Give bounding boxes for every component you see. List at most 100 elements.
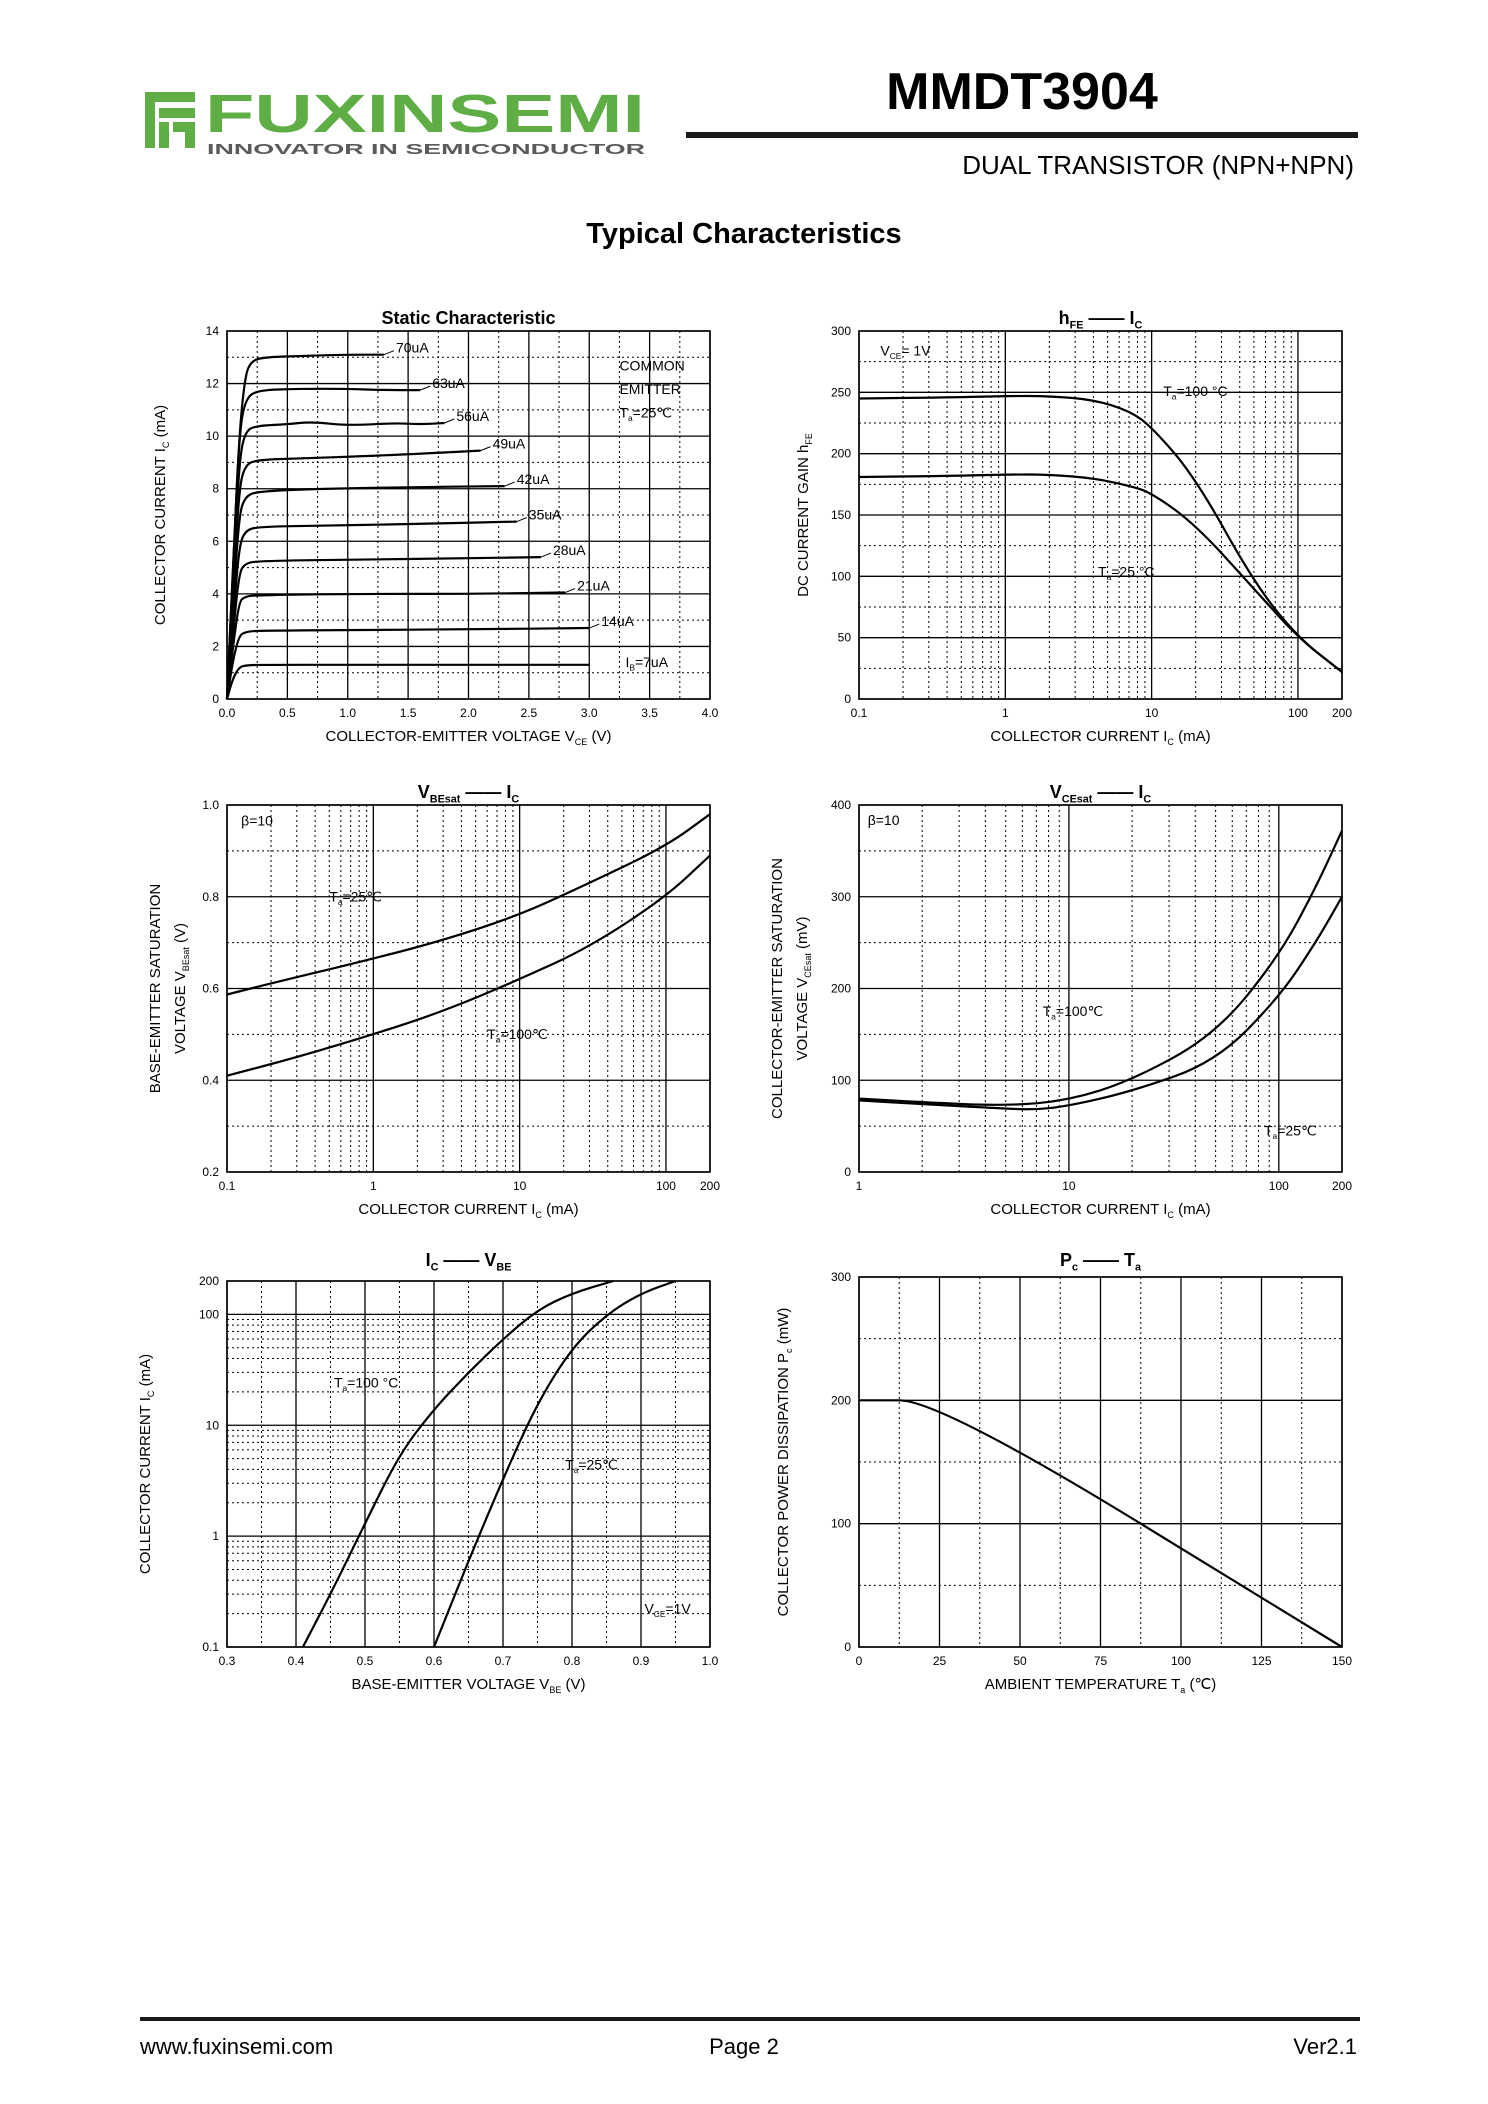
series-label: Ta=100℃ bbox=[1043, 1003, 1104, 1022]
y-tick-label: 4 bbox=[212, 587, 219, 601]
annotation-beta: β=10 bbox=[241, 813, 273, 829]
series-label: Ta=100 °C bbox=[1163, 383, 1227, 402]
y-tick-label: 50 bbox=[838, 631, 852, 645]
x-tick-label: 0.1 bbox=[851, 706, 868, 720]
chart-hfe: 0.1 1 10 100 200 0 50 100 150 200 250 300 hFE —— IC C… bbox=[795, 308, 1352, 747]
annotation-beta: β=10 bbox=[868, 812, 900, 828]
section-title: Typical Characteristics bbox=[586, 218, 902, 250]
x-tick-label: 0.4 bbox=[288, 1654, 305, 1668]
x-tick-label: 150 bbox=[1332, 1654, 1352, 1668]
y-tick-label: 150 bbox=[831, 508, 851, 522]
y-tick-label: 0 bbox=[212, 692, 219, 706]
annotation-emitter: EMITTER bbox=[619, 381, 680, 397]
chart-title: hFE —— IC bbox=[1059, 308, 1143, 332]
x-axis-label: COLLECTOR-EMITTER VOLTAGE VCE (V) bbox=[326, 728, 612, 747]
x-tick-label: 0.5 bbox=[279, 706, 296, 720]
x-tick-label: 200 bbox=[1332, 706, 1352, 720]
y-tick-label: 8 bbox=[212, 482, 219, 496]
annotation-vce: VCE= 1V bbox=[880, 343, 931, 362]
series-line bbox=[858, 473, 1343, 673]
annotation-vce: VCE=1V bbox=[644, 1601, 691, 1620]
footer-website-link[interactable]: www.fuxinsemi.com bbox=[140, 2034, 334, 2059]
x-tick-label: 100 bbox=[1171, 1654, 1191, 1668]
x-tick-label: 10 bbox=[1062, 1179, 1076, 1193]
x-tick-label: 200 bbox=[1332, 1179, 1352, 1193]
x-tick-label: 100 bbox=[1288, 706, 1308, 720]
x-tick-label: 10 bbox=[513, 1179, 527, 1193]
series-line bbox=[225, 591, 566, 700]
series-line bbox=[225, 663, 590, 700]
x-axis-label: BASE-EMITTER VOLTAGE VBE (V) bbox=[352, 1676, 586, 1695]
y-tick-label: 100 bbox=[831, 1517, 851, 1531]
series-line bbox=[301, 1279, 614, 1648]
y-tick-label: 0.2 bbox=[202, 1165, 219, 1179]
x-tick-label: 100 bbox=[1269, 1179, 1289, 1193]
x-tick-label: 0.3 bbox=[219, 1654, 236, 1668]
y-tick-label: 6 bbox=[212, 534, 219, 548]
y-tick-label: 100 bbox=[831, 569, 851, 583]
y-tick-label: 100 bbox=[199, 1307, 219, 1321]
part-number: MMDT3904 bbox=[886, 63, 1158, 121]
y-tick-label: 400 bbox=[831, 798, 851, 812]
annotation-common: COMMON bbox=[619, 357, 684, 373]
y-tick-label: 1.0 bbox=[202, 798, 219, 812]
chart-title: Static Characteristic bbox=[381, 308, 555, 328]
series-label: 70uA bbox=[396, 340, 429, 356]
footer-version: Ver2.1 bbox=[1293, 2034, 1357, 2059]
logo-tagline: INNOVATOR IN SEMICONDUCTOR bbox=[207, 141, 645, 158]
chart-vbesat: 0.1 1 10 100 200 0.2 0.4 0.6 0.8 1.0 VBEsat —— IC C… bbox=[147, 782, 720, 1220]
series-line bbox=[226, 813, 711, 996]
y-tick-label: 300 bbox=[831, 1270, 851, 1284]
x-tick-label: 1.0 bbox=[339, 706, 356, 720]
y-tick-label: 0 bbox=[844, 1165, 851, 1179]
y-tick-label: 12 bbox=[206, 377, 220, 391]
fuxinsemi-logo: FUXINSEMI INNOVATOR IN SEMICONDUCTOR bbox=[145, 88, 645, 158]
series-label: Ta=100 °C bbox=[334, 1374, 398, 1393]
y-axis-label: COLLECTOR-EMITTER SATURATION bbox=[769, 858, 786, 1119]
chart-title: VBEsat —— IC bbox=[418, 782, 520, 806]
y-tick-label: 10 bbox=[206, 1418, 220, 1432]
y-tick-label: 2 bbox=[212, 639, 219, 653]
x-tick-label: 3.5 bbox=[641, 706, 658, 720]
x-tick-label: 2.0 bbox=[460, 706, 477, 720]
series-line bbox=[858, 394, 1343, 673]
y-tick-label: 200 bbox=[831, 1393, 851, 1407]
footer-rule bbox=[140, 2017, 1360, 2021]
x-tick-label: 4.0 bbox=[702, 706, 719, 720]
x-tick-label: 10 bbox=[1145, 706, 1159, 720]
annotation-temperature: Ta=25℃ bbox=[619, 405, 672, 424]
series-label: Ta=25℃ bbox=[329, 888, 382, 907]
chart-icvbe: 0.3 0.4 0.5 0.6 0.7 0.8 0.9 1.0 0.1 1 10 100 200 IC —… bbox=[137, 1250, 719, 1695]
x-tick-label: 1 bbox=[856, 1179, 863, 1193]
series-label: 63uA bbox=[432, 375, 465, 391]
y-tick-label: 0.1 bbox=[202, 1640, 219, 1654]
chart-title: VCEsat —— IC bbox=[1050, 782, 1152, 806]
y-axis-label: COLLECTOR POWER DISSIPATION Pc (mW) bbox=[775, 1308, 794, 1617]
y-axis-label: COLLECTOR CURRENT IC (mA) bbox=[152, 405, 171, 625]
series-label: Ta=25℃ bbox=[1264, 1122, 1317, 1141]
chart-static: 0.0 0.5 1.0 1.5 2.0 2.5 3.0 3.5 4.0 0 2 4 6 8 10 12 14 St… bbox=[152, 308, 719, 747]
y-tick-label: 200 bbox=[199, 1274, 219, 1288]
x-axis-label: AMBIENT TEMPERATURE Ta (℃) bbox=[985, 1676, 1217, 1695]
series-line bbox=[225, 556, 542, 700]
x-axis-label: COLLECTOR CURRENT IC (mA) bbox=[358, 1201, 578, 1220]
x-tick-label: 25 bbox=[933, 1654, 947, 1668]
y-tick-label: 14 bbox=[206, 324, 220, 338]
y-tick-label: 0.6 bbox=[202, 982, 219, 996]
y-tick-label: 250 bbox=[831, 385, 851, 399]
x-tick-label: 1.0 bbox=[702, 1654, 719, 1668]
footer-page-number: Page 2 bbox=[709, 2034, 779, 2059]
x-tick-label: 50 bbox=[1013, 1654, 1027, 1668]
y-tick-label: 0 bbox=[844, 1640, 851, 1654]
x-axis-label: COLLECTOR CURRENT IC (mA) bbox=[990, 728, 1210, 747]
y-tick-label: 1 bbox=[212, 1529, 219, 1543]
series-label: Ta=100℃ bbox=[487, 1026, 548, 1045]
y-tick-label: 0.4 bbox=[202, 1073, 219, 1087]
series-line bbox=[225, 485, 505, 700]
x-tick-label: 75 bbox=[1094, 1654, 1108, 1668]
series-label: 42uA bbox=[517, 471, 550, 487]
series-line bbox=[858, 830, 1343, 1106]
x-tick-label: 1 bbox=[1002, 706, 1009, 720]
series-line bbox=[225, 387, 421, 700]
